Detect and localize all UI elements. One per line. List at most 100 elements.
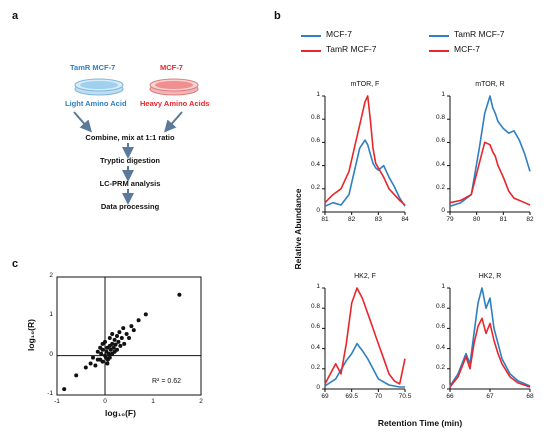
y-tick-label: 0.4: [310, 160, 320, 168]
chart-title: mTOR, R: [475, 81, 505, 88]
series-line-blue: [449, 95, 531, 207]
scatter-point: [93, 363, 98, 368]
y-tick-label: 0.2: [310, 363, 320, 371]
x-tick-label: 70: [374, 393, 382, 400]
right-cell-sublabel: Heavy Amino Acids: [140, 99, 210, 108]
x-tick-label: 70.5: [398, 393, 412, 400]
scatter-point: [74, 373, 79, 378]
chart-title: mTOR, F: [350, 81, 380, 88]
y-tick-label: 1: [441, 283, 445, 290]
scatter-point: [103, 339, 107, 344]
x-tick-label: 84: [401, 216, 409, 223]
y-tick-label: 0.8: [435, 303, 445, 311]
step-digestion: Tryptic digestion: [99, 156, 160, 165]
scatter-annotation: R² = 0.62: [152, 378, 181, 385]
panel-letter-b: b: [274, 10, 281, 22]
legend-right-swatch-1: [429, 35, 449, 37]
y-tick-label: 0.6: [310, 323, 320, 331]
scatter-point: [99, 351, 104, 356]
x-tick-label: 1: [151, 398, 155, 405]
x-tick-label: 67: [486, 393, 494, 400]
scatter-point: [91, 355, 95, 360]
x-tick-label: 81: [321, 216, 329, 223]
scatter-point: [131, 328, 136, 333]
y-tick-label: 0.8: [310, 114, 320, 122]
right-cell-label: MCF-7: [160, 63, 183, 72]
legend-left-swatch-1: [301, 35, 321, 37]
panel-b-xlabel: Retention Time (min): [377, 418, 463, 428]
y-tick-label: 0.6: [435, 137, 445, 145]
x-tick-label: 2: [199, 398, 203, 405]
y-tick-label: 1: [49, 311, 53, 319]
series-line-red: [324, 95, 406, 206]
x-tick-label: -1: [54, 398, 60, 405]
y-tick-label: 1: [441, 91, 445, 98]
scatter-point: [95, 357, 100, 362]
scatter-point: [116, 339, 121, 344]
left-cell-label: TamR MCF-7: [70, 63, 116, 72]
legend-left-swatch-2: [301, 50, 321, 52]
y-tick-label: 0: [316, 207, 320, 214]
y-tick-label: 0.6: [310, 137, 320, 145]
flow-arrows: [73, 111, 183, 205]
y-tick-label: 0: [441, 207, 445, 214]
series-line-blue: [324, 342, 405, 388]
scatter-point: [100, 359, 105, 364]
y-tick-label: 0.4: [435, 343, 445, 351]
chart-title: HK2, R: [478, 273, 502, 280]
scatter-point: [122, 341, 127, 346]
scatter-point: [129, 324, 134, 329]
scatter-point: [115, 347, 119, 352]
scatter-point: [124, 332, 129, 337]
legend-right-label-1: TamR MCF-7: [454, 29, 505, 39]
scatter-point: [107, 355, 112, 360]
dish-left-icon: [74, 78, 124, 96]
series-line-blue: [449, 287, 531, 387]
scatter-point: [106, 351, 111, 356]
y-tick-label: 0.4: [310, 343, 320, 351]
scatter-point: [118, 343, 123, 348]
scatter-point: [107, 335, 112, 340]
x-tick-label: 66: [446, 393, 454, 400]
y-tick-label: 0.6: [435, 323, 445, 331]
series-line-blue: [324, 139, 406, 207]
scatter-point: [121, 326, 126, 331]
x-tick-label: 83: [374, 216, 382, 223]
scatter-point: [111, 345, 116, 350]
x-tick-label: 69.5: [345, 393, 358, 400]
scatter-point: [117, 330, 122, 335]
scatter-frame: [56, 276, 202, 396]
series-line-red: [449, 317, 531, 388]
scatter-point: [115, 334, 119, 338]
y-tick-label: 0: [316, 384, 320, 391]
step-processing: Data processing: [100, 202, 160, 211]
y-tick-label: 2: [49, 272, 53, 279]
y-tick-label: -1: [47, 390, 53, 397]
x-tick-label: 80: [473, 216, 481, 223]
scatter-point: [110, 332, 115, 337]
x-tick-label: 81: [499, 216, 507, 223]
scatter-point: [136, 318, 141, 323]
left-cell-sublabel: Light Amino Acid: [65, 99, 127, 108]
y-tick-label: 0.8: [435, 114, 445, 122]
scatter-point: [119, 335, 124, 340]
scatter-point: [127, 335, 131, 340]
y-tick-label: 1: [316, 91, 320, 98]
scatter-point: [143, 312, 148, 317]
scatter-point: [105, 361, 110, 366]
x-tick-label: 79: [446, 216, 454, 223]
panel-letter-a: a: [12, 10, 19, 22]
scatter-point: [95, 349, 100, 354]
series-line-red: [324, 287, 406, 385]
chart-title: HK2, F: [354, 273, 376, 280]
y-tick-label: 0.2: [435, 183, 445, 191]
x-tick-label: 82: [348, 216, 356, 223]
y-tick-label: 0: [49, 350, 53, 358]
x-tick-label: 82: [526, 216, 534, 223]
scatter-xlabel: log₁₀(F): [105, 408, 136, 418]
y-tick-label: 0.2: [435, 363, 445, 371]
